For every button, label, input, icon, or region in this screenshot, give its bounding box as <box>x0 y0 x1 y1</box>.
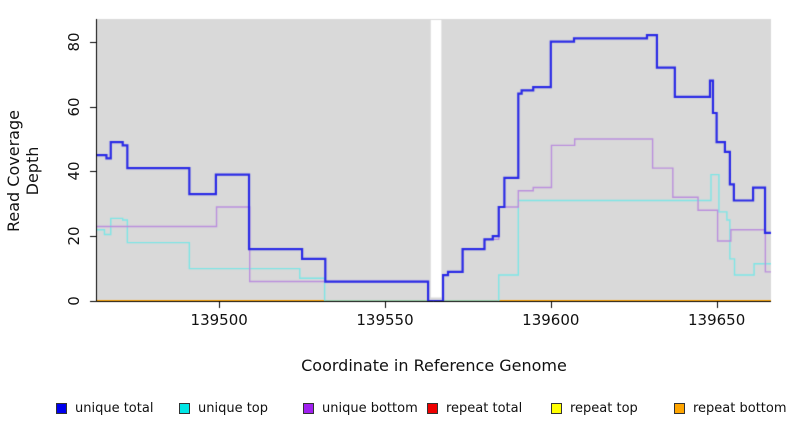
x-tick-label: 139650 <box>687 311 746 329</box>
legend-swatch-icon <box>56 402 67 414</box>
legend-item-unique-bottom: unique bottom <box>303 400 418 416</box>
legend-label: repeat top <box>570 400 638 416</box>
legend-swatch-icon <box>427 402 438 414</box>
legend-item-unique-total: unique total <box>56 400 154 416</box>
x-tick-label: 139550 <box>356 311 414 329</box>
legend-item-repeat-top: repeat top <box>551 400 638 416</box>
x-tick-label: 139500 <box>190 311 248 329</box>
legend-item-repeat-bottom: repeat bottom <box>674 400 787 416</box>
legend-label: unique total <box>75 400 154 416</box>
legend-item-repeat-total: repeat total <box>427 400 523 416</box>
legend-label: repeat total <box>446 400 523 416</box>
x-tick-label: 139600 <box>522 311 580 329</box>
legend-swatch-icon <box>674 402 685 414</box>
legend-swatch-icon <box>179 402 190 414</box>
legend-label: unique bottom <box>322 400 418 416</box>
legend-label: repeat bottom <box>693 400 787 416</box>
legend-swatch-icon <box>303 402 314 414</box>
x-axis-title: Coordinate in Reference Genome <box>301 356 567 375</box>
legend-item-unique-top: unique top <box>179 400 269 416</box>
legend-label: unique top <box>198 400 269 416</box>
legend-swatch-icon <box>551 402 562 414</box>
